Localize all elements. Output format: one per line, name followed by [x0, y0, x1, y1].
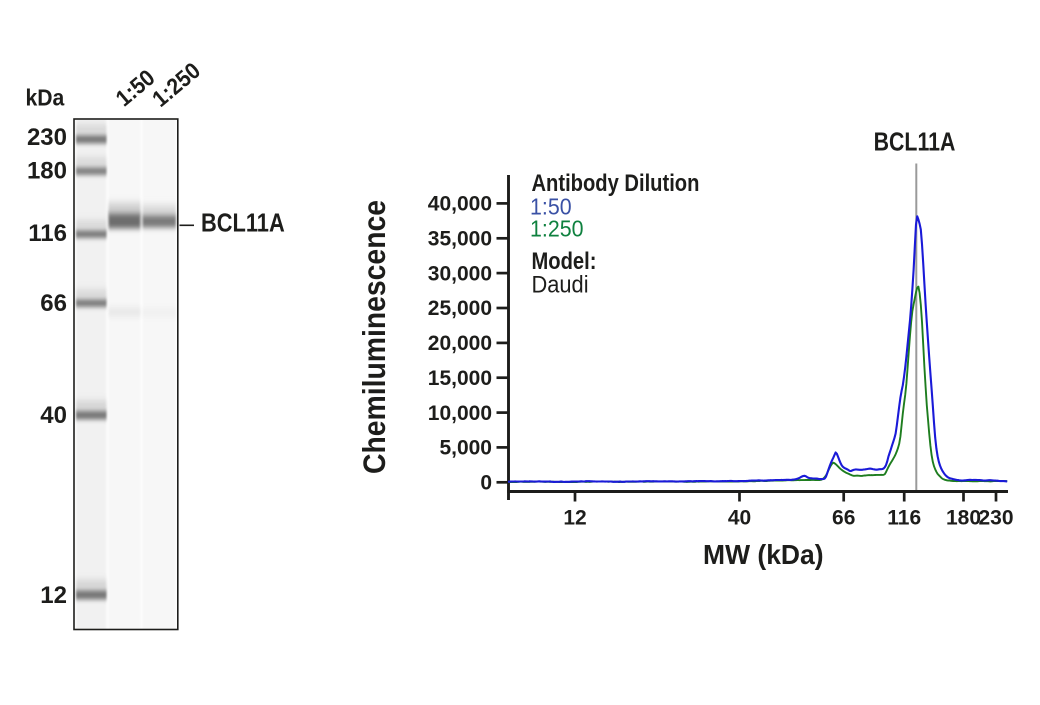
svg-text:12: 12 — [40, 582, 67, 609]
svg-text:20,000: 20,000 — [428, 332, 492, 355]
svg-text:30,000: 30,000 — [428, 262, 492, 285]
svg-text:Daudi: Daudi — [532, 270, 589, 297]
svg-text:180: 180 — [27, 158, 67, 185]
svg-text:230: 230 — [978, 507, 1013, 530]
svg-text:1:50: 1:50 — [530, 194, 572, 220]
svg-text:116: 116 — [28, 220, 67, 247]
svg-text:66: 66 — [40, 290, 67, 317]
svg-text:Model:: Model: — [532, 247, 597, 274]
svg-text:10,000: 10,000 — [428, 402, 492, 425]
svg-text:kDa: kDa — [25, 85, 64, 111]
svg-text:BCL11A: BCL11A — [201, 209, 285, 238]
svg-text:116: 116 — [887, 507, 921, 530]
svg-text:0: 0 — [480, 472, 492, 495]
svg-text:40,000: 40,000 — [428, 193, 492, 216]
svg-text:230: 230 — [27, 124, 67, 151]
svg-text:15,000: 15,000 — [428, 367, 492, 390]
svg-text:180: 180 — [946, 507, 981, 530]
svg-text:Chemiluminescence: Chemiluminescence — [358, 200, 393, 474]
svg-text:BCL11A: BCL11A — [874, 127, 956, 157]
svg-text:MW (kDa): MW (kDa) — [703, 538, 824, 570]
svg-text:40: 40 — [40, 402, 67, 429]
svg-text:12: 12 — [563, 507, 586, 530]
svg-text:Antibody Dilution: Antibody Dilution — [532, 169, 700, 196]
svg-text:66: 66 — [832, 507, 855, 530]
svg-text:25,000: 25,000 — [428, 297, 492, 320]
svg-text:5,000: 5,000 — [439, 437, 492, 460]
svg-text:1:250: 1:250 — [530, 216, 583, 242]
svg-text:40: 40 — [728, 507, 751, 530]
svg-text:35,000: 35,000 — [428, 228, 492, 251]
